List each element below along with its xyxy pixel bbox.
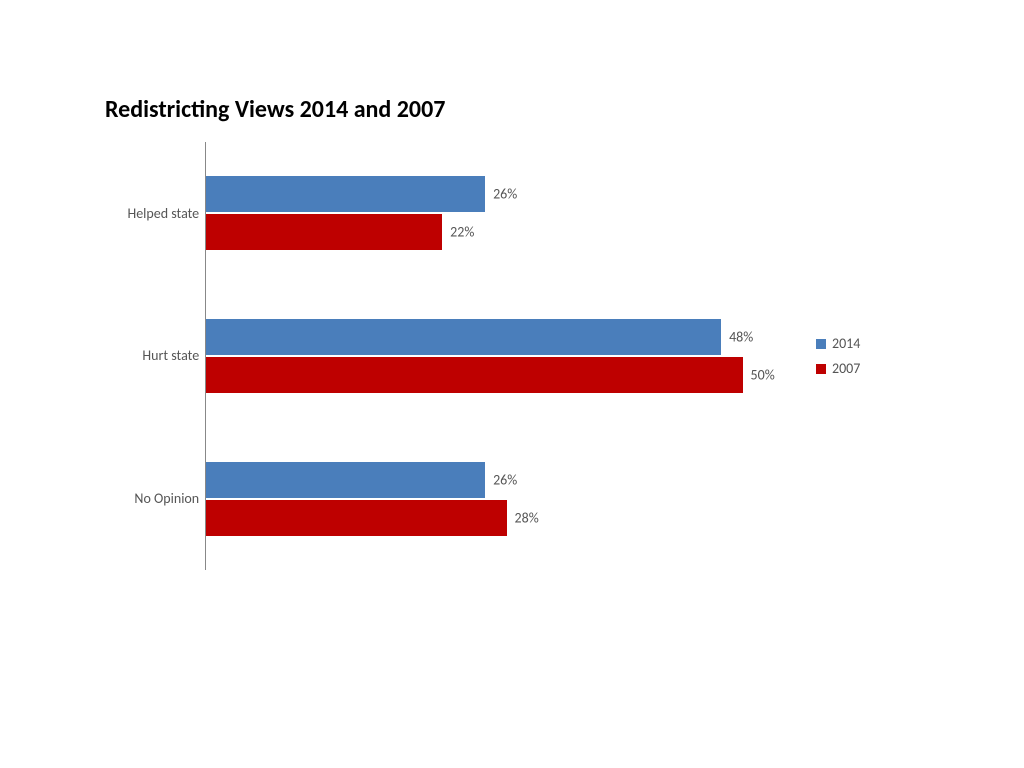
bar: 26% [206, 462, 485, 498]
legend-item: 2014 [816, 335, 925, 352]
y-axis-label: Helped state [105, 142, 199, 285]
y-axis-label: No Opinion [105, 427, 199, 570]
legend: 2014 2007 [816, 142, 925, 570]
bar: 22% [206, 214, 442, 250]
legend-swatch [816, 364, 826, 374]
chart-title: Redistricting Views 2014 and 2007 [105, 95, 925, 124]
bar-value-label: 26% [493, 471, 517, 488]
legend-label: 2007 [832, 360, 860, 377]
y-axis: Helped state Hurt state No Opinion [105, 142, 205, 570]
bar: 28% [206, 500, 506, 536]
bar-value-label: 22% [450, 224, 474, 241]
y-axis-label: Hurt state [105, 285, 199, 428]
bar: 48% [206, 319, 721, 355]
plot-row: Helped state Hurt state No Opinion 26%22… [105, 142, 925, 570]
bar-value-label: 26% [493, 186, 517, 203]
plot-area: 26%22%48%50%26%28% [205, 142, 791, 570]
legend-item: 2007 [816, 360, 925, 377]
legend-swatch [816, 339, 826, 349]
bar-value-label: 48% [729, 329, 753, 346]
bar: 50% [206, 357, 742, 393]
bar-value-label: 28% [515, 509, 539, 526]
legend-label: 2014 [832, 335, 860, 352]
bar: 26% [206, 176, 485, 212]
bar-value-label: 50% [751, 367, 775, 384]
chart-container: Redistricting Views 2014 and 2007 Helped… [105, 95, 925, 570]
